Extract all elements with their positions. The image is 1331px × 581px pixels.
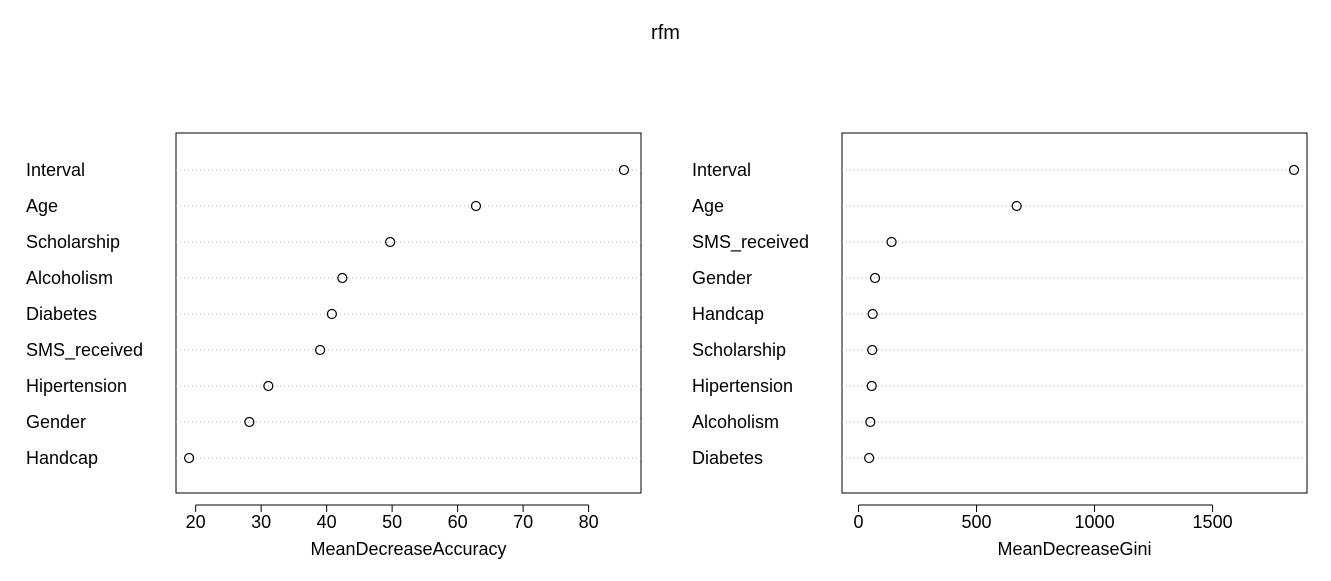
category-label: Handcap <box>692 304 764 324</box>
data-point <box>1011 200 1022 212</box>
x-tick-label: 500 <box>962 512 992 532</box>
x-tick-label: 60 <box>448 512 468 532</box>
category-label: Gender <box>692 268 752 288</box>
x-axis-title: MeanDecreaseGini <box>997 539 1151 559</box>
data-point <box>337 272 348 284</box>
data-point <box>385 236 396 248</box>
data-point <box>244 416 255 428</box>
x-tick-label: 80 <box>579 512 599 532</box>
category-label: Alcoholism <box>26 268 113 288</box>
data-point <box>867 308 878 320</box>
category-label: Diabetes <box>26 304 97 324</box>
x-tick-label: 0 <box>854 512 864 532</box>
category-label: Scholarship <box>692 340 786 360</box>
x-axis-title: MeanDecreaseAccuracy <box>310 539 506 559</box>
page-title: rfm <box>651 22 680 44</box>
plot-frame-2 <box>841 132 1308 494</box>
category-label: Scholarship <box>26 232 120 252</box>
category-label: Interval <box>692 160 751 180</box>
data-point <box>865 416 876 428</box>
data-point <box>869 272 881 284</box>
x-tick-label: 30 <box>251 512 271 532</box>
x-tick-label: 20 <box>186 512 206 532</box>
data-point <box>1288 164 1300 176</box>
data-point <box>263 380 274 392</box>
category-label: Age <box>26 196 58 216</box>
x-tick-label: 50 <box>382 512 402 532</box>
category-label: Age <box>692 196 724 216</box>
data-point <box>470 200 482 212</box>
data-point <box>618 164 630 176</box>
category-label: Gender <box>26 412 86 432</box>
data-point <box>866 380 877 392</box>
category-label: Hipertension <box>692 376 793 396</box>
category-label: Alcoholism <box>692 412 779 432</box>
category-label: SMS_received <box>26 340 143 361</box>
x-tick-label: 40 <box>317 512 337 532</box>
category-label: Handcap <box>26 448 98 468</box>
data-point <box>326 308 337 320</box>
data-point <box>183 452 195 464</box>
x-tick-label: 70 <box>513 512 533 532</box>
data-point <box>864 452 875 464</box>
category-label: Interval <box>26 160 85 180</box>
category-label: Diabetes <box>692 448 763 468</box>
data-point <box>314 344 326 356</box>
x-tick-label: 1000 <box>1075 512 1115 532</box>
data-point <box>886 236 897 248</box>
plot-frame-1 <box>175 132 642 494</box>
x-tick-label: 1500 <box>1193 512 1233 532</box>
category-label: Hipertension <box>26 376 127 396</box>
category-label: SMS_received <box>692 232 809 253</box>
data-point <box>867 344 878 356</box>
